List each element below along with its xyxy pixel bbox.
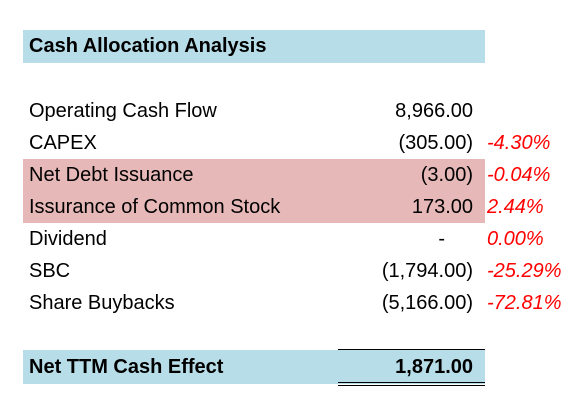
- row-value: (5,166.00): [381, 292, 473, 314]
- row-value: (305.00): [398, 132, 474, 154]
- row-label: Share Buybacks: [29, 292, 175, 314]
- row-label: Net Debt Issuance: [29, 164, 194, 186]
- total-double-underline-lower: [338, 385, 485, 386]
- total-top-border: [338, 349, 485, 350]
- table-row-sbc[interactable]: SBC (1,794.00): [23, 255, 485, 287]
- row-value: 173.00: [411, 196, 473, 218]
- table-row-operating-cash-flow[interactable]: Operating Cash Flow 8,966.00: [23, 95, 485, 127]
- row-percent: 2.44%: [487, 196, 544, 218]
- row-value: (3.00): [420, 164, 473, 186]
- table-row-share-buybacks[interactable]: Share Buybacks (5,166.00): [23, 287, 485, 319]
- total-row[interactable]: Net TTM Cash Effect 1,871.00: [23, 350, 485, 384]
- row-percent: -72.81%: [487, 292, 562, 314]
- row-label: Operating Cash Flow: [29, 100, 217, 122]
- row-value: 8,966.00: [395, 100, 473, 122]
- title-cell[interactable]: Cash Allocation Analysis: [23, 30, 485, 63]
- row-percent: -4.30%: [487, 132, 551, 154]
- total-label: Net TTM Cash Effect: [29, 356, 224, 378]
- row-value: (1,794.00): [381, 260, 473, 282]
- row-label: CAPEX: [29, 132, 97, 154]
- row-percent: 0.00%: [487, 228, 544, 250]
- row-percent: -0.04%: [487, 164, 551, 186]
- table-row-dividend[interactable]: Dividend -: [23, 223, 485, 255]
- row-percent: -25.29%: [487, 260, 562, 282]
- total-value: 1,871.00: [395, 356, 473, 378]
- table-row-capex[interactable]: CAPEX (305.00): [23, 127, 485, 159]
- table-title: Cash Allocation Analysis: [29, 35, 267, 57]
- row-label: SBC: [29, 260, 71, 282]
- table-row-net-debt-issuance[interactable]: Net Debt Issuance (3.00): [23, 159, 485, 191]
- row-label: Dividend: [29, 228, 107, 250]
- row-percent: [487, 95, 579, 127]
- row-label: Issurance of Common Stock: [29, 196, 281, 218]
- row-value: -: [438, 228, 445, 250]
- total-double-underline-upper: [338, 382, 485, 383]
- table-row-common-stock-issuance[interactable]: Issurance of Common Stock 173.00: [23, 191, 485, 223]
